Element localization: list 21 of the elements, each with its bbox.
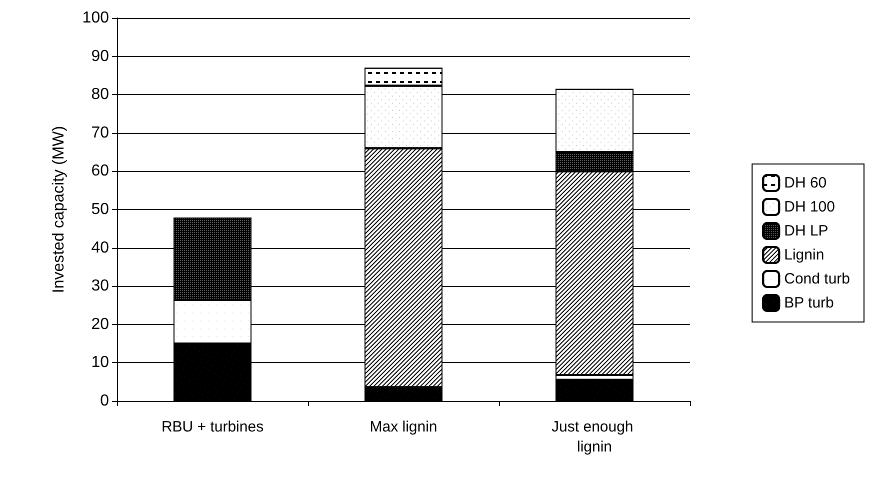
legend-label: DH 60 xyxy=(784,174,827,192)
x-tick-label: RBU + turbines xyxy=(161,418,264,436)
legend-label: DH LP xyxy=(784,222,828,240)
y-tick-label: 0 xyxy=(100,392,110,410)
x-tick-label: Just enough lignin xyxy=(552,418,638,456)
y-tick-label: 90 xyxy=(91,48,110,65)
y-tick-label: 50 xyxy=(91,201,110,218)
y-tick-label: 10 xyxy=(91,354,110,372)
legend-label: Lignin xyxy=(784,246,824,264)
y-tick-label: 30 xyxy=(91,278,110,295)
y-tick-label: 100 xyxy=(82,10,110,26)
y-tick-label: 20 xyxy=(91,316,110,333)
legend-label: BP turb xyxy=(784,294,834,312)
legend-label: DH 100 xyxy=(784,198,835,216)
y-tick-label: 40 xyxy=(91,239,110,256)
x-tick-label: Max lignin xyxy=(370,418,438,436)
y-tick-label: 70 xyxy=(91,124,110,142)
y-tick-label: 80 xyxy=(91,86,110,104)
y-axis-title: Invested capacity (MW) xyxy=(50,126,68,294)
legend-label: Cond turb xyxy=(784,270,850,288)
y-tick-label: 60 xyxy=(91,162,110,180)
